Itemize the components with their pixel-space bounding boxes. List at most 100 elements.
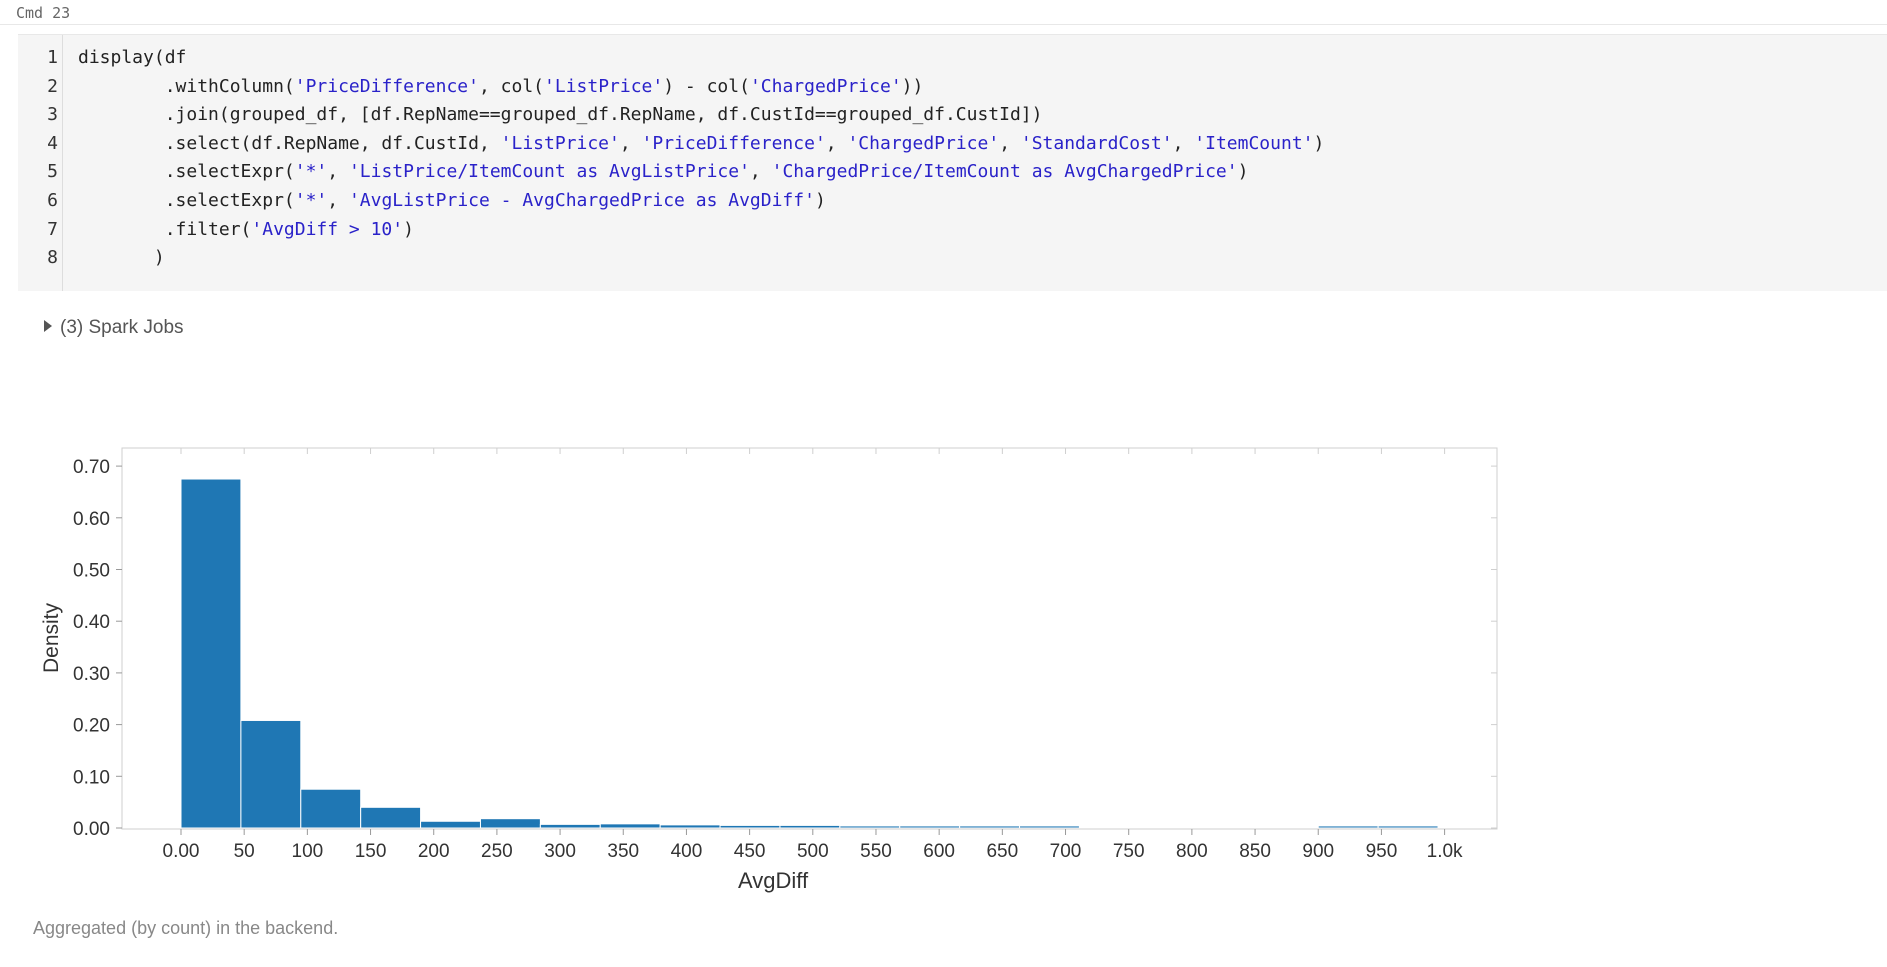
line-number: 6 — [47, 190, 58, 211]
code-token: .selectExpr( — [78, 161, 295, 183]
histogram-bar — [1377, 825, 1439, 829]
code-string-token: 'AvgListPrice - AvgChargedPrice as AvgDi… — [348, 190, 815, 211]
code-string-token: '*' — [294, 190, 328, 211]
code-token: , — [619, 132, 642, 154]
code-line: .withColumn('PriceDifference', col('List… — [78, 75, 924, 97]
code-token: , — [1172, 132, 1195, 154]
x-tick-label: 0.00 — [163, 841, 200, 862]
code-token: , — [999, 132, 1021, 154]
histogram-bar — [899, 825, 961, 829]
spark-jobs-toggle[interactable]: (3) Spark Jobs — [44, 317, 184, 339]
histogram-bar — [659, 824, 721, 829]
code-string-token: 'ChargedPrice' — [749, 75, 902, 97]
x-tick-label: 900 — [1302, 841, 1334, 862]
code-string-token: 'StandardCost' — [1020, 132, 1173, 154]
line-number: 7 — [47, 218, 58, 240]
histogram-bar — [180, 478, 242, 829]
aggregation-note: Aggregated (by count) in the backend. — [33, 918, 339, 938]
x-axis-label: AvgDiff — [738, 868, 809, 893]
x-tick-label: 50 — [234, 841, 255, 862]
histogram-bar — [839, 825, 901, 829]
chart-frame — [121, 447, 1498, 830]
code-line: .select(df.RepName, df.CustId, 'ListPric… — [78, 132, 1325, 154]
histogram-bar — [599, 823, 661, 829]
histogram-bar — [1317, 825, 1379, 829]
y-tick-label: 0.60 — [73, 509, 110, 530]
code-token: , — [749, 161, 772, 183]
histogram-bar — [959, 825, 1021, 829]
code-token: .join(grouped_df, [df.RepName==grouped_d… — [78, 104, 1043, 126]
x-tick-label: 750 — [1113, 841, 1145, 862]
code-token: , — [327, 161, 349, 183]
x-tick-label: 700 — [1050, 841, 1082, 862]
code-string-token: 'ItemCount' — [1194, 132, 1314, 154]
code-token: ) — [1313, 132, 1325, 154]
x-tick-label: 100 — [292, 841, 324, 862]
code-line: .join(grouped_df, [df.RepName==grouped_d… — [78, 104, 1043, 125]
histogram-bar — [479, 818, 541, 829]
histogram-bar — [360, 806, 422, 829]
histogram-chart: 0.00 0.10 0.20 0.30 0.40 0.50 0.60 0.70 0.00 50 1… — [40, 447, 1498, 893]
code-token: display(df — [78, 47, 187, 68]
code-token: .withColumn( — [78, 75, 295, 97]
histogram-bar — [240, 719, 302, 829]
x-tick-label: 800 — [1176, 841, 1208, 862]
code-token: , — [327, 190, 349, 211]
x-axis: 0.00 50 100 150 200 250 300 350 400 450 500 550 600 6… — [163, 448, 1463, 862]
line-number-gutter: 1 2 3 4 5 6 7 8 — [18, 35, 63, 291]
code-token: .select(df.RepName, df.CustId, — [78, 132, 501, 154]
x-tick-label: 600 — [923, 841, 955, 862]
x-tick-label: 350 — [607, 841, 639, 862]
x-tick-label: 950 — [1366, 841, 1398, 862]
x-tick-label: 300 — [544, 841, 576, 862]
histogram-bar — [1019, 825, 1080, 829]
cell-command-label: Cmd 23 — [16, 4, 71, 22]
code-line: display(df — [78, 47, 186, 68]
histogram-bar — [719, 824, 781, 829]
histogram-bar — [300, 788, 362, 829]
x-tick-label: 250 — [481, 841, 513, 862]
code-token: ) - col( — [663, 75, 750, 97]
code-string-token: '*' — [294, 161, 328, 183]
code-string-token: 'ListPrice/ItemCount as AvgListPrice' — [348, 161, 750, 183]
cell-header: Cmd 23 — [0, 0, 1887, 25]
y-tick-label: 0.10 — [73, 767, 110, 788]
line-number: 5 — [47, 161, 58, 183]
y-tick-label: 0.50 — [73, 561, 110, 582]
code-string-token: 'ListPrice' — [500, 132, 620, 154]
code-line: .selectExpr('*', 'AvgListPrice - AvgChar… — [78, 190, 826, 211]
code-token: )) — [901, 75, 924, 97]
code-token: , — [825, 132, 848, 154]
line-number: 3 — [47, 104, 58, 126]
x-tick-label: 150 — [355, 841, 387, 862]
code-token: ) — [78, 247, 165, 269]
code-token: ) — [1237, 161, 1249, 183]
y-tick-label: 0.30 — [73, 664, 110, 685]
code-string-token: 'ChargedPrice/ItemCount as AvgChargedPri… — [771, 161, 1238, 183]
histogram-bar — [539, 823, 601, 829]
code-line: .filter('AvgDiff > 10') — [78, 219, 414, 240]
code-token: ) — [814, 190, 826, 211]
x-tick-label: 450 — [734, 841, 766, 862]
code-string-token: 'ChargedPrice' — [847, 132, 1000, 154]
x-tick-label: 650 — [986, 841, 1018, 862]
code-token: ) — [403, 218, 414, 240]
code-token: , col( — [478, 75, 545, 97]
code-line: .selectExpr('*', 'ListPrice/ItemCount as… — [78, 161, 1249, 183]
x-tick-label: 850 — [1239, 841, 1271, 862]
y-axis: 0.00 0.10 0.20 0.30 0.40 0.50 0.60 0.70 — [73, 457, 1497, 840]
histogram-bar — [420, 820, 481, 829]
plot-frame — [121, 447, 1498, 830]
y-tick-label: 0.70 — [73, 457, 110, 478]
line-number: 8 — [47, 247, 58, 269]
caret-right-icon — [44, 320, 52, 332]
y-tick-label: 0.00 — [73, 819, 110, 840]
x-tick-label: 500 — [797, 841, 829, 862]
code-string-token: 'ListPrice' — [544, 75, 664, 97]
code-string-token: 'AvgDiff > 10' — [251, 218, 404, 240]
code-string-token: 'PriceDifference' — [294, 75, 479, 97]
code-line: ) — [78, 247, 165, 268]
code-string-token: 'PriceDifference' — [641, 132, 826, 154]
x-tick-label: 1.0k — [1427, 841, 1463, 862]
